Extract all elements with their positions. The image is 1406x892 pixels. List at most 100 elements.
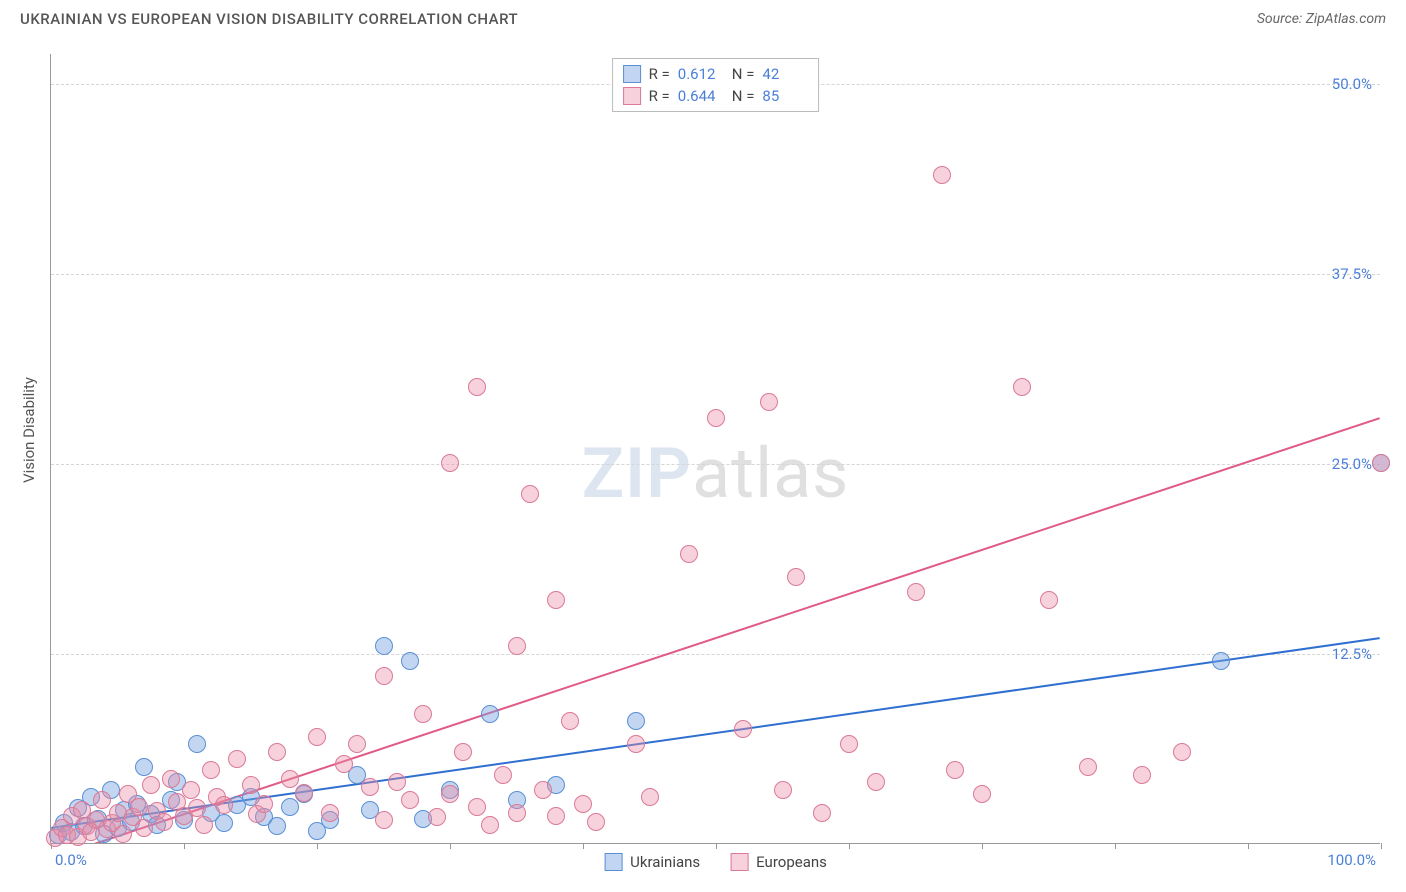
data-point — [840, 735, 858, 753]
r-value: 0.612 — [678, 65, 724, 83]
r-label: R = — [649, 65, 670, 83]
data-point — [707, 409, 725, 427]
data-point — [547, 807, 565, 825]
data-point — [641, 788, 659, 806]
data-point — [335, 755, 353, 773]
gridline — [51, 654, 1380, 655]
data-point — [348, 735, 366, 753]
data-point — [867, 773, 885, 791]
data-point — [441, 785, 459, 803]
x-axis-max-label: 100.0% — [1327, 851, 1376, 869]
data-point — [135, 819, 153, 837]
data-point — [508, 804, 526, 822]
gridline — [51, 274, 1380, 275]
data-point — [182, 781, 200, 799]
source-credit: Source: ZipAtlas.com — [1257, 11, 1386, 27]
series-legend-item: Europeans — [730, 853, 827, 871]
data-point — [135, 758, 153, 776]
x-tick — [1248, 843, 1249, 849]
data-point — [587, 813, 605, 831]
data-point — [308, 728, 326, 746]
watermark: ZIPatlas — [582, 433, 850, 515]
chart-title: UKRAINIAN VS EUROPEAN VISION DISABILITY … — [20, 10, 518, 28]
data-point — [508, 637, 526, 655]
data-point — [242, 776, 260, 794]
legend-swatch — [730, 853, 748, 871]
data-point — [268, 817, 286, 835]
x-tick — [982, 843, 983, 849]
y-tick-label: 37.5% — [1332, 265, 1372, 283]
data-point — [414, 705, 432, 723]
data-point — [787, 568, 805, 586]
data-point — [561, 712, 579, 730]
data-point — [215, 796, 233, 814]
y-tick-label: 25.0% — [1332, 455, 1372, 473]
x-tick — [450, 843, 451, 849]
r-value: 0.644 — [678, 87, 724, 105]
series-name: Europeans — [756, 853, 827, 871]
chart-header: UKRAINIAN VS EUROPEAN VISION DISABILITY … — [0, 0, 1406, 32]
n-value: 42 — [762, 65, 808, 83]
data-point — [162, 770, 180, 788]
series-name: Ukrainians — [630, 853, 700, 871]
data-point — [1013, 378, 1031, 396]
data-point — [774, 781, 792, 799]
data-point — [1212, 652, 1230, 670]
data-point — [1133, 766, 1151, 784]
n-value: 85 — [762, 87, 808, 105]
data-point — [494, 766, 512, 784]
data-point — [1173, 743, 1191, 761]
data-point — [215, 814, 233, 832]
data-point — [202, 761, 220, 779]
x-tick — [317, 843, 318, 849]
data-point — [321, 804, 339, 822]
correlation-legend: R = 0.612 N = 42 R = 0.644 N = 85 — [612, 58, 820, 112]
data-point — [188, 799, 206, 817]
x-tick — [1381, 843, 1382, 849]
data-point — [734, 720, 752, 738]
data-point — [375, 667, 393, 685]
x-tick — [716, 843, 717, 849]
y-tick-label: 50.0% — [1332, 75, 1372, 93]
n-label: N = — [732, 87, 755, 105]
data-point — [680, 545, 698, 563]
r-label: R = — [649, 87, 670, 105]
data-point — [268, 743, 286, 761]
trend-lines — [51, 54, 1380, 843]
data-point — [574, 795, 592, 813]
data-point — [481, 816, 499, 834]
legend-swatch — [623, 65, 641, 83]
data-point — [188, 735, 206, 753]
x-axis-min-label: 0.0% — [55, 851, 87, 869]
data-point — [142, 776, 160, 794]
data-point — [361, 778, 379, 796]
data-point — [454, 743, 472, 761]
data-point — [228, 750, 246, 768]
data-point — [907, 583, 925, 601]
data-point — [1040, 591, 1058, 609]
data-point — [441, 454, 459, 472]
data-point — [534, 781, 552, 799]
data-point — [401, 652, 419, 670]
data-point — [521, 485, 539, 503]
data-point — [195, 816, 213, 834]
data-point — [295, 784, 313, 802]
data-point — [760, 393, 778, 411]
y-axis-title: Vision Disability — [20, 377, 38, 483]
data-point — [130, 798, 148, 816]
data-point — [468, 798, 486, 816]
x-tick — [849, 843, 850, 849]
x-tick — [583, 843, 584, 849]
data-point — [627, 712, 645, 730]
gridline — [51, 464, 1380, 465]
data-point — [401, 791, 419, 809]
legend-row: R = 0.644 N = 85 — [623, 85, 809, 107]
data-point — [627, 735, 645, 753]
data-point — [155, 813, 173, 831]
data-point — [1079, 758, 1097, 776]
legend-swatch — [604, 853, 622, 871]
data-point — [255, 795, 273, 813]
series-legend: Ukrainians Europeans — [604, 853, 827, 871]
series-legend-item: Ukrainians — [604, 853, 700, 871]
data-point — [468, 378, 486, 396]
